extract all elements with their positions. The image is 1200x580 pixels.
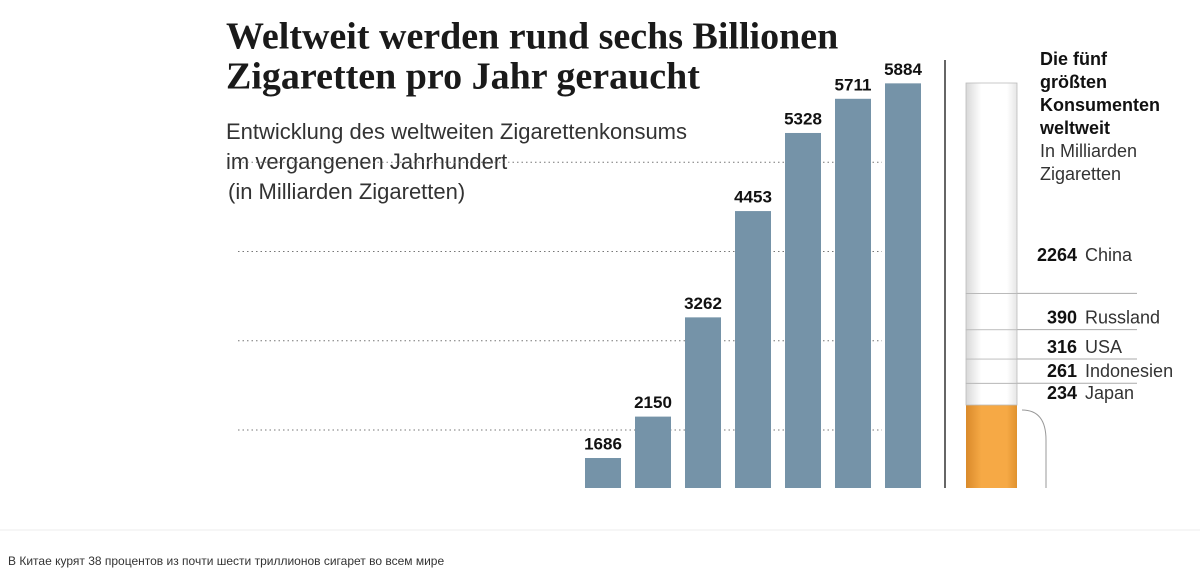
segment-value: 234 xyxy=(1047,383,1077,403)
segment-label: Indonesien xyxy=(1085,361,1173,381)
segment xyxy=(965,382,1018,406)
value-label: 3262 xyxy=(684,294,722,313)
segment-value: 316 xyxy=(1047,337,1077,357)
segment-value: 2264 xyxy=(1037,245,1077,265)
chart-subtitle: Entwicklung des weltweiten Zigarettenkon… xyxy=(226,119,687,144)
bar xyxy=(635,416,671,488)
bar xyxy=(785,132,821,489)
segment-value: 261 xyxy=(1047,361,1077,381)
value-label: 2150 xyxy=(634,393,672,412)
value-label: 5711 xyxy=(835,75,872,94)
segment xyxy=(965,292,1018,331)
segment-label: China xyxy=(1085,245,1133,265)
caption: В Китае курят 38 процентов из почти шест… xyxy=(8,554,444,568)
chart-title: Zigaretten pro Jahr geraucht xyxy=(226,56,700,98)
panel-title: weltweit xyxy=(1039,118,1110,138)
bar xyxy=(585,458,621,488)
panel-title: größten xyxy=(1040,72,1107,92)
segment xyxy=(965,82,1018,294)
chart-title: Weltweit werden rund sechs Billionen xyxy=(226,16,838,58)
panel-title: Die fünf xyxy=(1040,49,1108,69)
segment xyxy=(965,358,1018,384)
panel-title: Konsumenten xyxy=(1040,95,1160,115)
bar xyxy=(885,83,921,488)
cigarette-filter xyxy=(966,405,1017,488)
bar xyxy=(835,98,871,488)
bar xyxy=(685,317,721,488)
chart-subtitle: im vergangenen Jahrhundert xyxy=(226,149,507,174)
value-label: 4453 xyxy=(734,188,772,207)
bar xyxy=(735,211,771,488)
segment-label: Russland xyxy=(1085,307,1160,327)
chart-subtitle: (in Milliarden Zigaretten) xyxy=(228,179,465,204)
segment-value: 390 xyxy=(1047,307,1077,327)
value-label: 1686 xyxy=(584,434,622,453)
segment-label: Japan xyxy=(1085,383,1134,403)
segment-label: USA xyxy=(1085,337,1122,357)
value-label: 5884 xyxy=(884,60,922,79)
segment xyxy=(965,329,1018,360)
panel-subtitle: Zigaretten xyxy=(1040,164,1121,184)
bracket xyxy=(1021,409,1047,488)
panel-subtitle: In Milliarden xyxy=(1040,141,1137,161)
value-label: 5328 xyxy=(784,109,822,128)
